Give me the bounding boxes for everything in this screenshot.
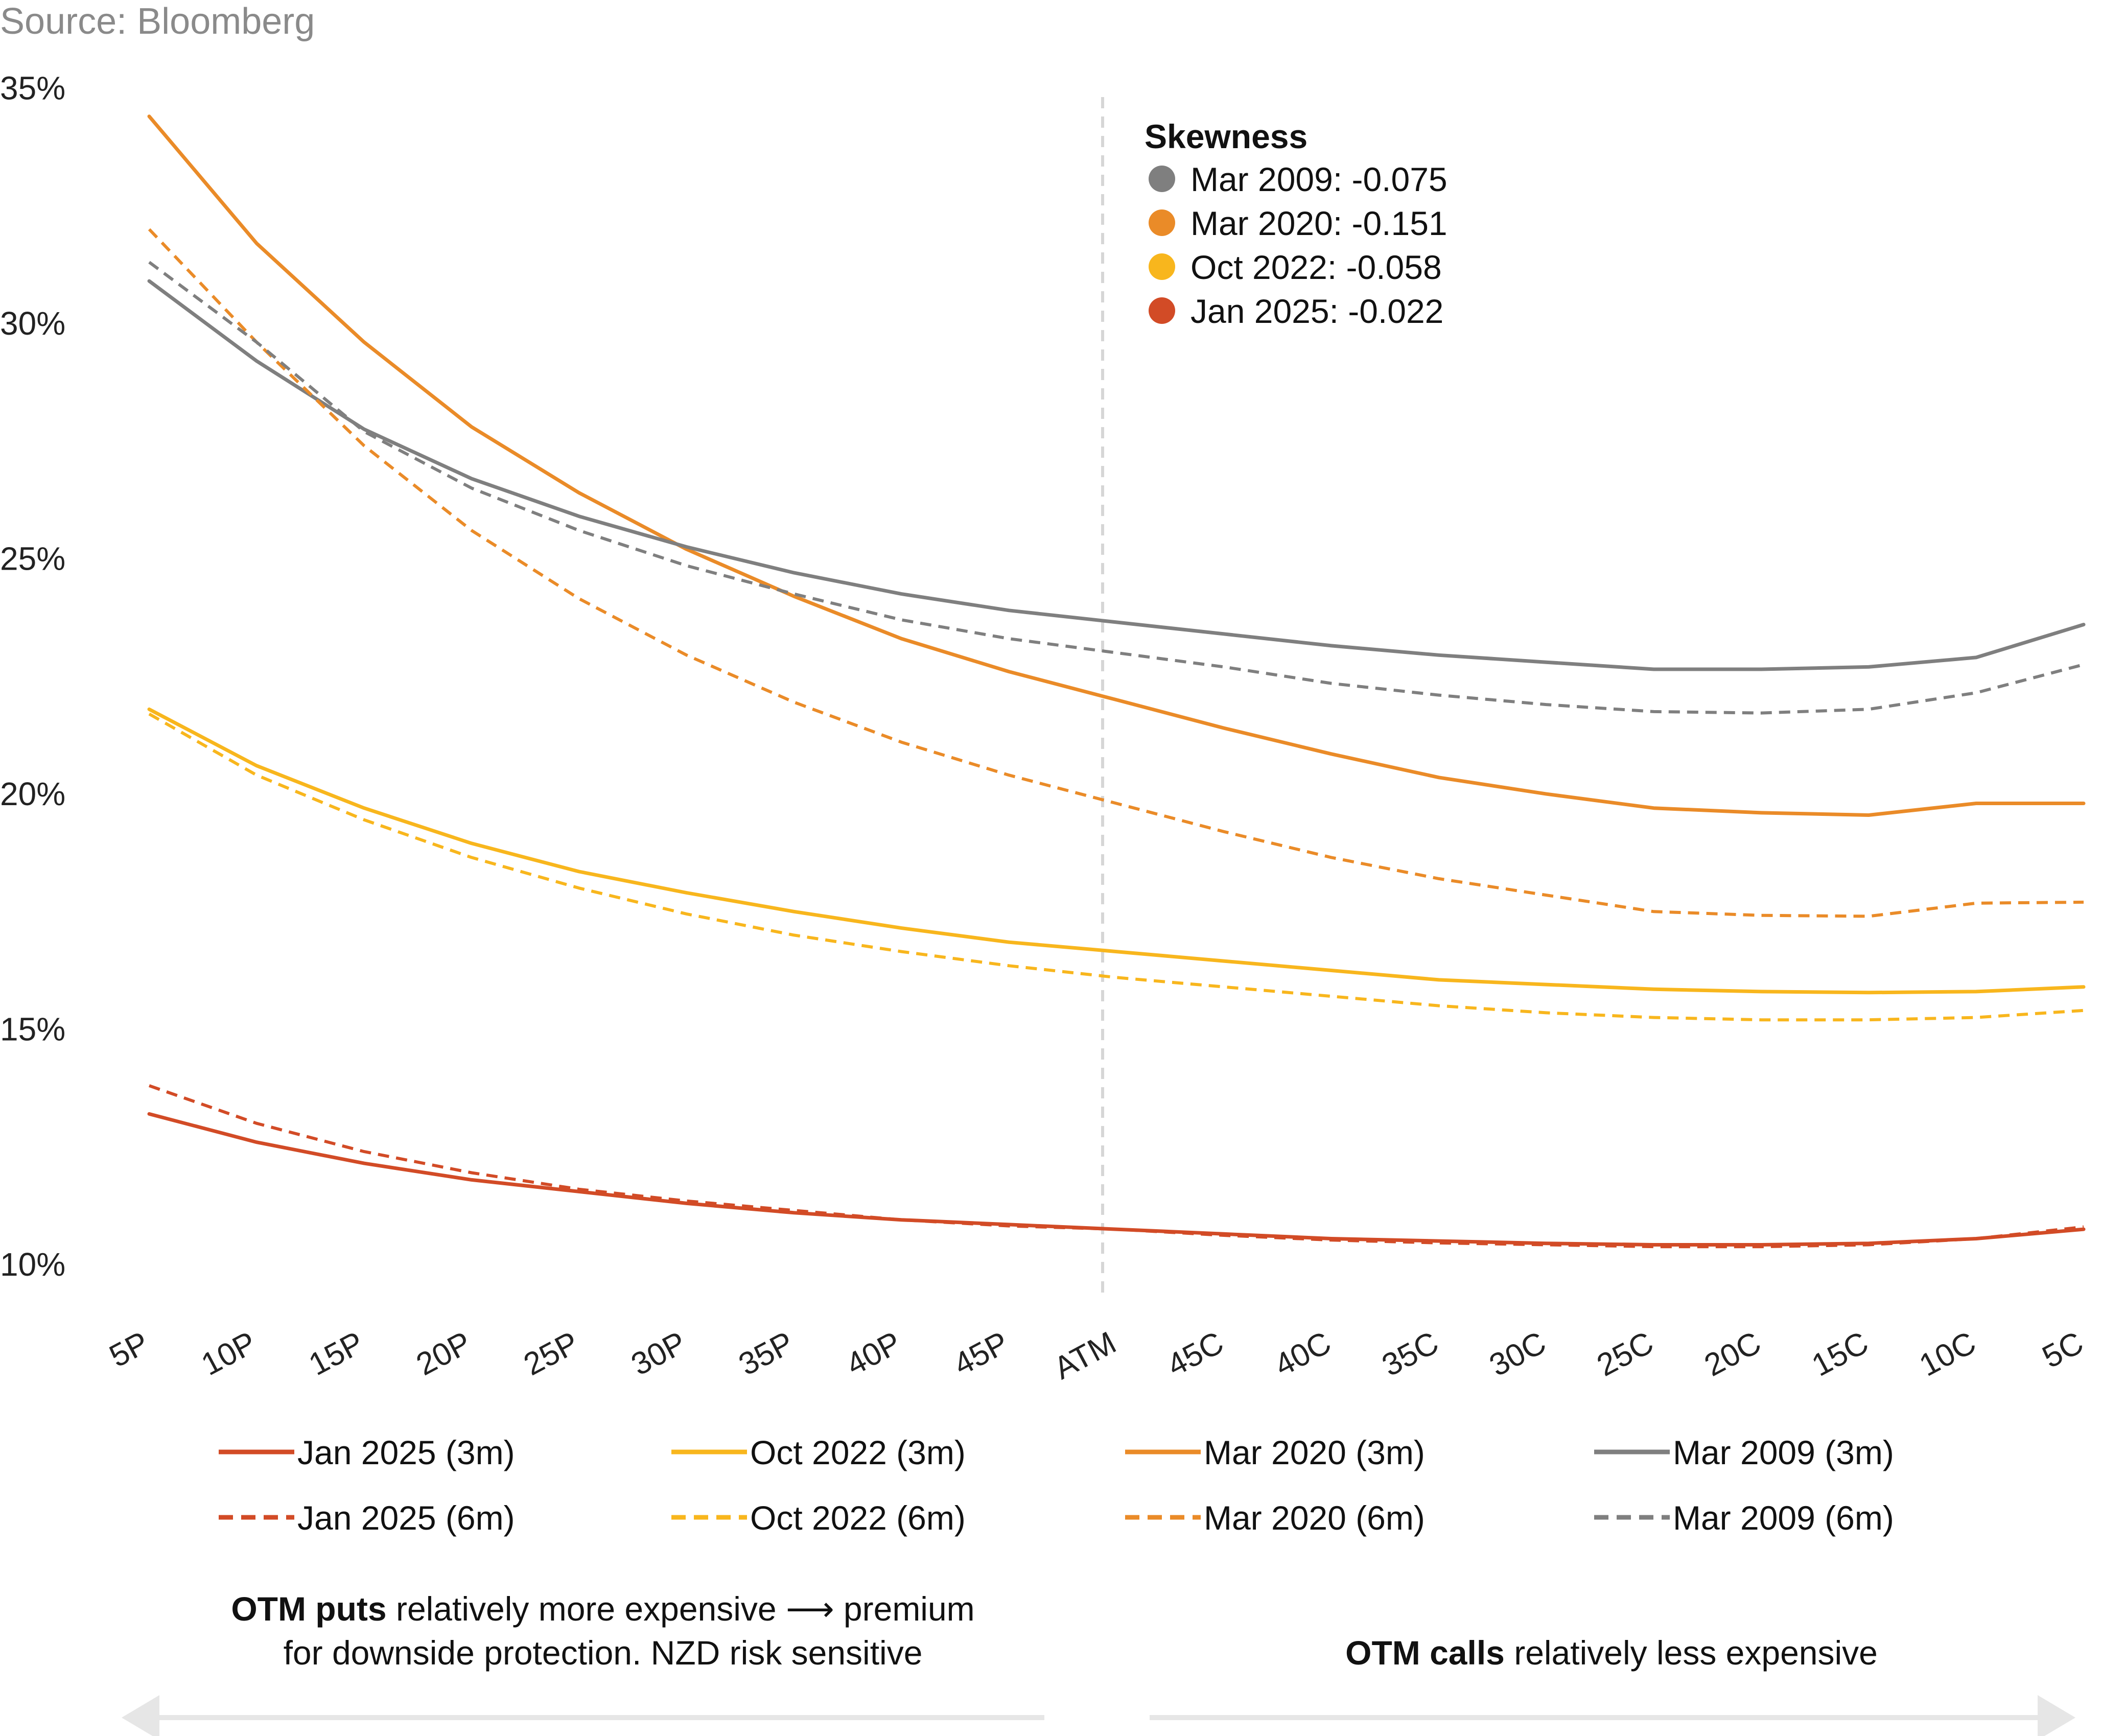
x-tick-label: 45C (1161, 1325, 1229, 1383)
series-line (148, 261, 2084, 715)
x-tick-label: 30C (1484, 1325, 1552, 1383)
notes: OTM puts relatively more expensive ⟶ pre… (231, 1590, 1878, 1672)
skewness-marker-mar2020 (1149, 209, 1175, 236)
note-left-rest: relatively more expensive (387, 1590, 786, 1628)
x-tick-label: ATM (1048, 1325, 1122, 1386)
series-line (147, 114, 2086, 817)
x-tick-label: 5C (2037, 1325, 2089, 1375)
legend-label: Jan 2025 (3m) (297, 1434, 515, 1471)
series-line (147, 707, 2086, 995)
legend-label: Mar 2020 (3m) (1204, 1434, 1425, 1471)
skewness-item-oct2022: Oct 2022: -0.058 (1190, 248, 1442, 286)
legend-label: Mar 2009 (6m) (1673, 1499, 1894, 1537)
skewness-item-mar2009: Mar 2009: -0.075 (1190, 160, 1448, 198)
x-tick-label: 20C (1699, 1325, 1767, 1383)
x-tick-label: 15C (1806, 1325, 1874, 1383)
note-left-line1: OTM puts relatively more expensive ⟶ pre… (231, 1590, 974, 1628)
series-line (147, 279, 2086, 671)
x-tick-label: 10C (1913, 1325, 1981, 1383)
left-arrow-head (122, 1695, 159, 1736)
legend: Jan 2025 (3m) Oct 2022 (3m) Mar 2020 (3m) M… (219, 1434, 1894, 1537)
x-axis: 5P 10P 15P 20P 25P 30P 35P 40P 45P ATM 45C 40C 35C 30… (104, 1325, 2089, 1386)
series-line (147, 1112, 2086, 1247)
legend-label: Oct 2022 (6m) (750, 1499, 966, 1537)
right-arrow-head (2038, 1695, 2075, 1736)
series-line (148, 712, 2084, 1022)
x-tick-label: 40C (1269, 1325, 1337, 1383)
y-tick-label: 15% (0, 1011, 65, 1048)
source-label: Source: Bloomberg (0, 1, 315, 42)
note-right-bold: OTM calls (1345, 1634, 1505, 1672)
x-tick-label: 25C (1591, 1325, 1659, 1383)
y-tick-label: 20% (0, 776, 65, 812)
series-line (149, 1084, 2084, 1249)
x-tick-label: 15P (303, 1325, 369, 1382)
x-tick-label: 30P (625, 1325, 692, 1382)
note-left-arrow: ⟶ (786, 1590, 834, 1628)
x-tick-label: 25P (518, 1325, 585, 1382)
x-tick-label: 5P (104, 1325, 154, 1374)
note-left-bold: OTM puts (231, 1590, 386, 1628)
x-tick-label: 35P (733, 1325, 800, 1382)
y-tick-label: 30% (0, 305, 65, 342)
y-tick-label: 35% (0, 69, 65, 106)
skewness-item-mar2020: Mar 2020: -0.151 (1190, 204, 1448, 242)
x-tick-label: 40P (841, 1325, 907, 1382)
legend-label: Oct 2022 (3m) (750, 1434, 966, 1471)
note-left-after-arrow: premium (834, 1590, 975, 1628)
x-tick-label: 20P (411, 1325, 477, 1382)
legend-label: Mar 2020 (6m) (1204, 1499, 1425, 1537)
direction-arrows (122, 1695, 2075, 1736)
x-tick-label: 10P (196, 1325, 262, 1382)
note-right: OTM calls relatively less expensive (1345, 1634, 1878, 1672)
note-left-line2: for downside protection. NZD risk sensit… (284, 1634, 923, 1672)
x-tick-label: 45P (948, 1325, 1014, 1382)
y-tick-label: 10% (0, 1246, 65, 1283)
legend-label: Jan 2025 (6m) (297, 1499, 515, 1537)
y-axis: 10% 15% 20% 25% 30% 35% (0, 69, 65, 1283)
legend-label: Mar 2009 (3m) (1673, 1434, 1894, 1471)
x-tick-label: 35C (1376, 1325, 1444, 1383)
skewness-marker-oct2022 (1149, 253, 1175, 280)
skewness-marker-mar2009 (1149, 166, 1175, 192)
skewness-title: Skewness (1145, 118, 1308, 155)
skewness-box: Skewness Mar 2009: -0.075 Mar 2020: -0.1… (1145, 118, 1448, 330)
series-layer (147, 114, 2086, 1249)
y-tick-label: 25% (0, 541, 65, 577)
series-line (148, 228, 2084, 918)
skewness-item-jan2025: Jan 2025: -0.022 (1190, 292, 1443, 330)
note-right-rest: relatively less expensive (1505, 1634, 1878, 1672)
skewness-marker-jan2025 (1149, 297, 1175, 324)
